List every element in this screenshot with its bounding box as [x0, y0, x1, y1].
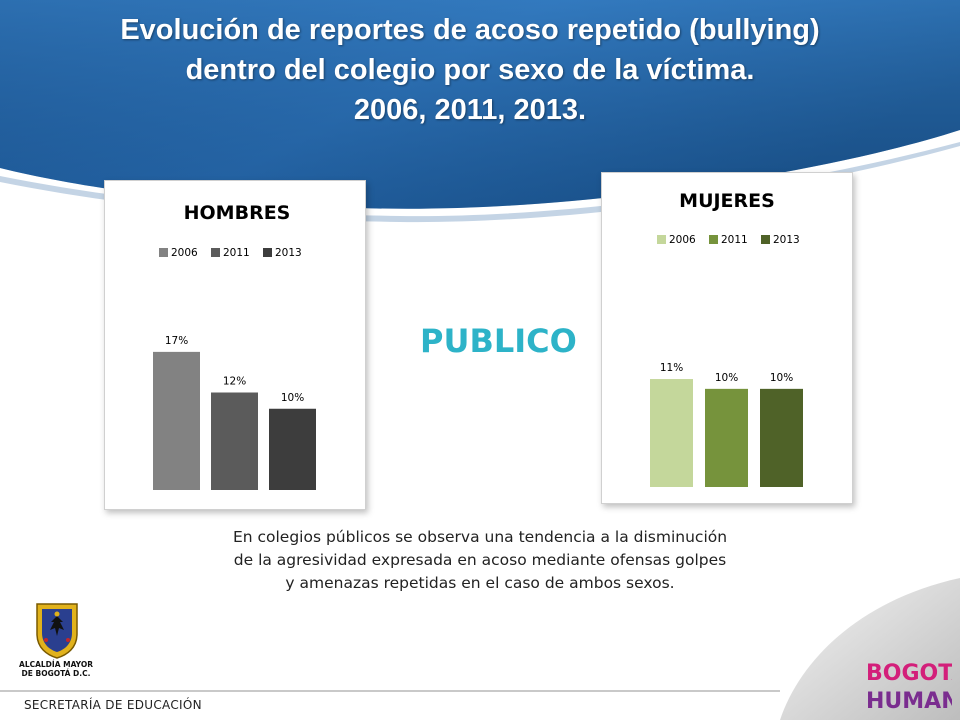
- description-line-3: y amenazas repetidas en el caso de ambos…: [285, 574, 675, 592]
- mujeres-chart-panel: MUJERES 2006 2011 2013 11% 10% 10%: [601, 172, 853, 504]
- alcaldia-line-2: DE BOGOTÁ D.C.: [21, 669, 91, 678]
- description-text: En colegios públicos se observa una tend…: [185, 526, 775, 595]
- logo-word-2: HUMANA: [866, 689, 952, 714]
- alcaldia-line-1: ALCALDÍA MAYOR: [19, 660, 93, 669]
- bogota-humana-logo: BOGOTÁ HUMANA: [866, 660, 952, 714]
- mujeres-data-label: 11%: [660, 362, 683, 374]
- footer-divider: [0, 690, 780, 692]
- logo-word-1: BOGOTÁ: [866, 660, 952, 686]
- section-label: PUBLICO: [420, 322, 577, 360]
- mujeres-legend-swatch: [761, 235, 770, 244]
- mujeres-chart: MUJERES 2006 2011 2013 11% 10% 10%: [650, 190, 803, 487]
- mujeres-bar: [760, 388, 803, 487]
- agency-name: SECRETARÍA DE EDUCACIÓN: [24, 698, 202, 712]
- hombres-chart-panel: HOMBRES 2006 2011 2013 17% 12% 10%: [104, 180, 366, 510]
- hombres-legend: 2006 2011 2013: [159, 247, 302, 259]
- mujeres-legend: 2006 2011 2013: [657, 234, 800, 246]
- mujeres-chart-title: MUJERES: [679, 190, 775, 212]
- hombres-bar: [211, 392, 258, 490]
- hombres-legend-label: 2013: [275, 247, 302, 259]
- hombres-legend-swatch: [211, 248, 220, 257]
- mujeres-legend-label: 2006: [669, 234, 696, 246]
- hombres-bar: [269, 408, 316, 490]
- mujeres-data-label: 10%: [715, 372, 738, 384]
- hombres-chart: HOMBRES 2006 2011 2013 17% 12% 10%: [153, 202, 316, 490]
- mujeres-legend-swatch: [709, 235, 718, 244]
- mujeres-legend-swatch: [657, 235, 666, 244]
- mujeres-data-label: 10%: [770, 372, 793, 384]
- hombres-legend-label: 2011: [223, 247, 250, 259]
- hombres-data-label: 10%: [281, 392, 304, 404]
- slide-title: Evolución de reportes de acoso repetido …: [40, 10, 900, 130]
- hombres-data-label: 17%: [165, 335, 188, 347]
- hombres-legend-label: 2006: [171, 247, 198, 259]
- mujeres-bar: [650, 379, 693, 487]
- description-line-1: En colegios públicos se observa una tend…: [232, 528, 728, 546]
- description-line-2: de la agresividad expresada en acoso med…: [233, 551, 727, 569]
- hombres-data-label: 12%: [223, 376, 246, 388]
- hombres-chart-title: HOMBRES: [184, 202, 291, 224]
- mujeres-legend-label: 2013: [773, 234, 800, 246]
- hombres-bar: [153, 351, 200, 490]
- title-line-3: 2006, 2011, 2013.: [353, 94, 587, 126]
- title-line-2: dentro del colegio por sexo de la víctim…: [185, 54, 755, 86]
- title-line-1: Evolución de reportes de acoso repetido …: [120, 14, 820, 46]
- hombres-legend-swatch: [159, 248, 168, 257]
- hombres-legend-swatch: [263, 248, 272, 257]
- bogota-coat-of-arms-icon: [36, 603, 78, 659]
- mujeres-bar: [705, 388, 748, 487]
- mujeres-legend-label: 2011: [721, 234, 748, 246]
- alcaldia-label: ALCALDÍA MAYOR DE BOGOTÁ D.C.: [14, 660, 98, 678]
